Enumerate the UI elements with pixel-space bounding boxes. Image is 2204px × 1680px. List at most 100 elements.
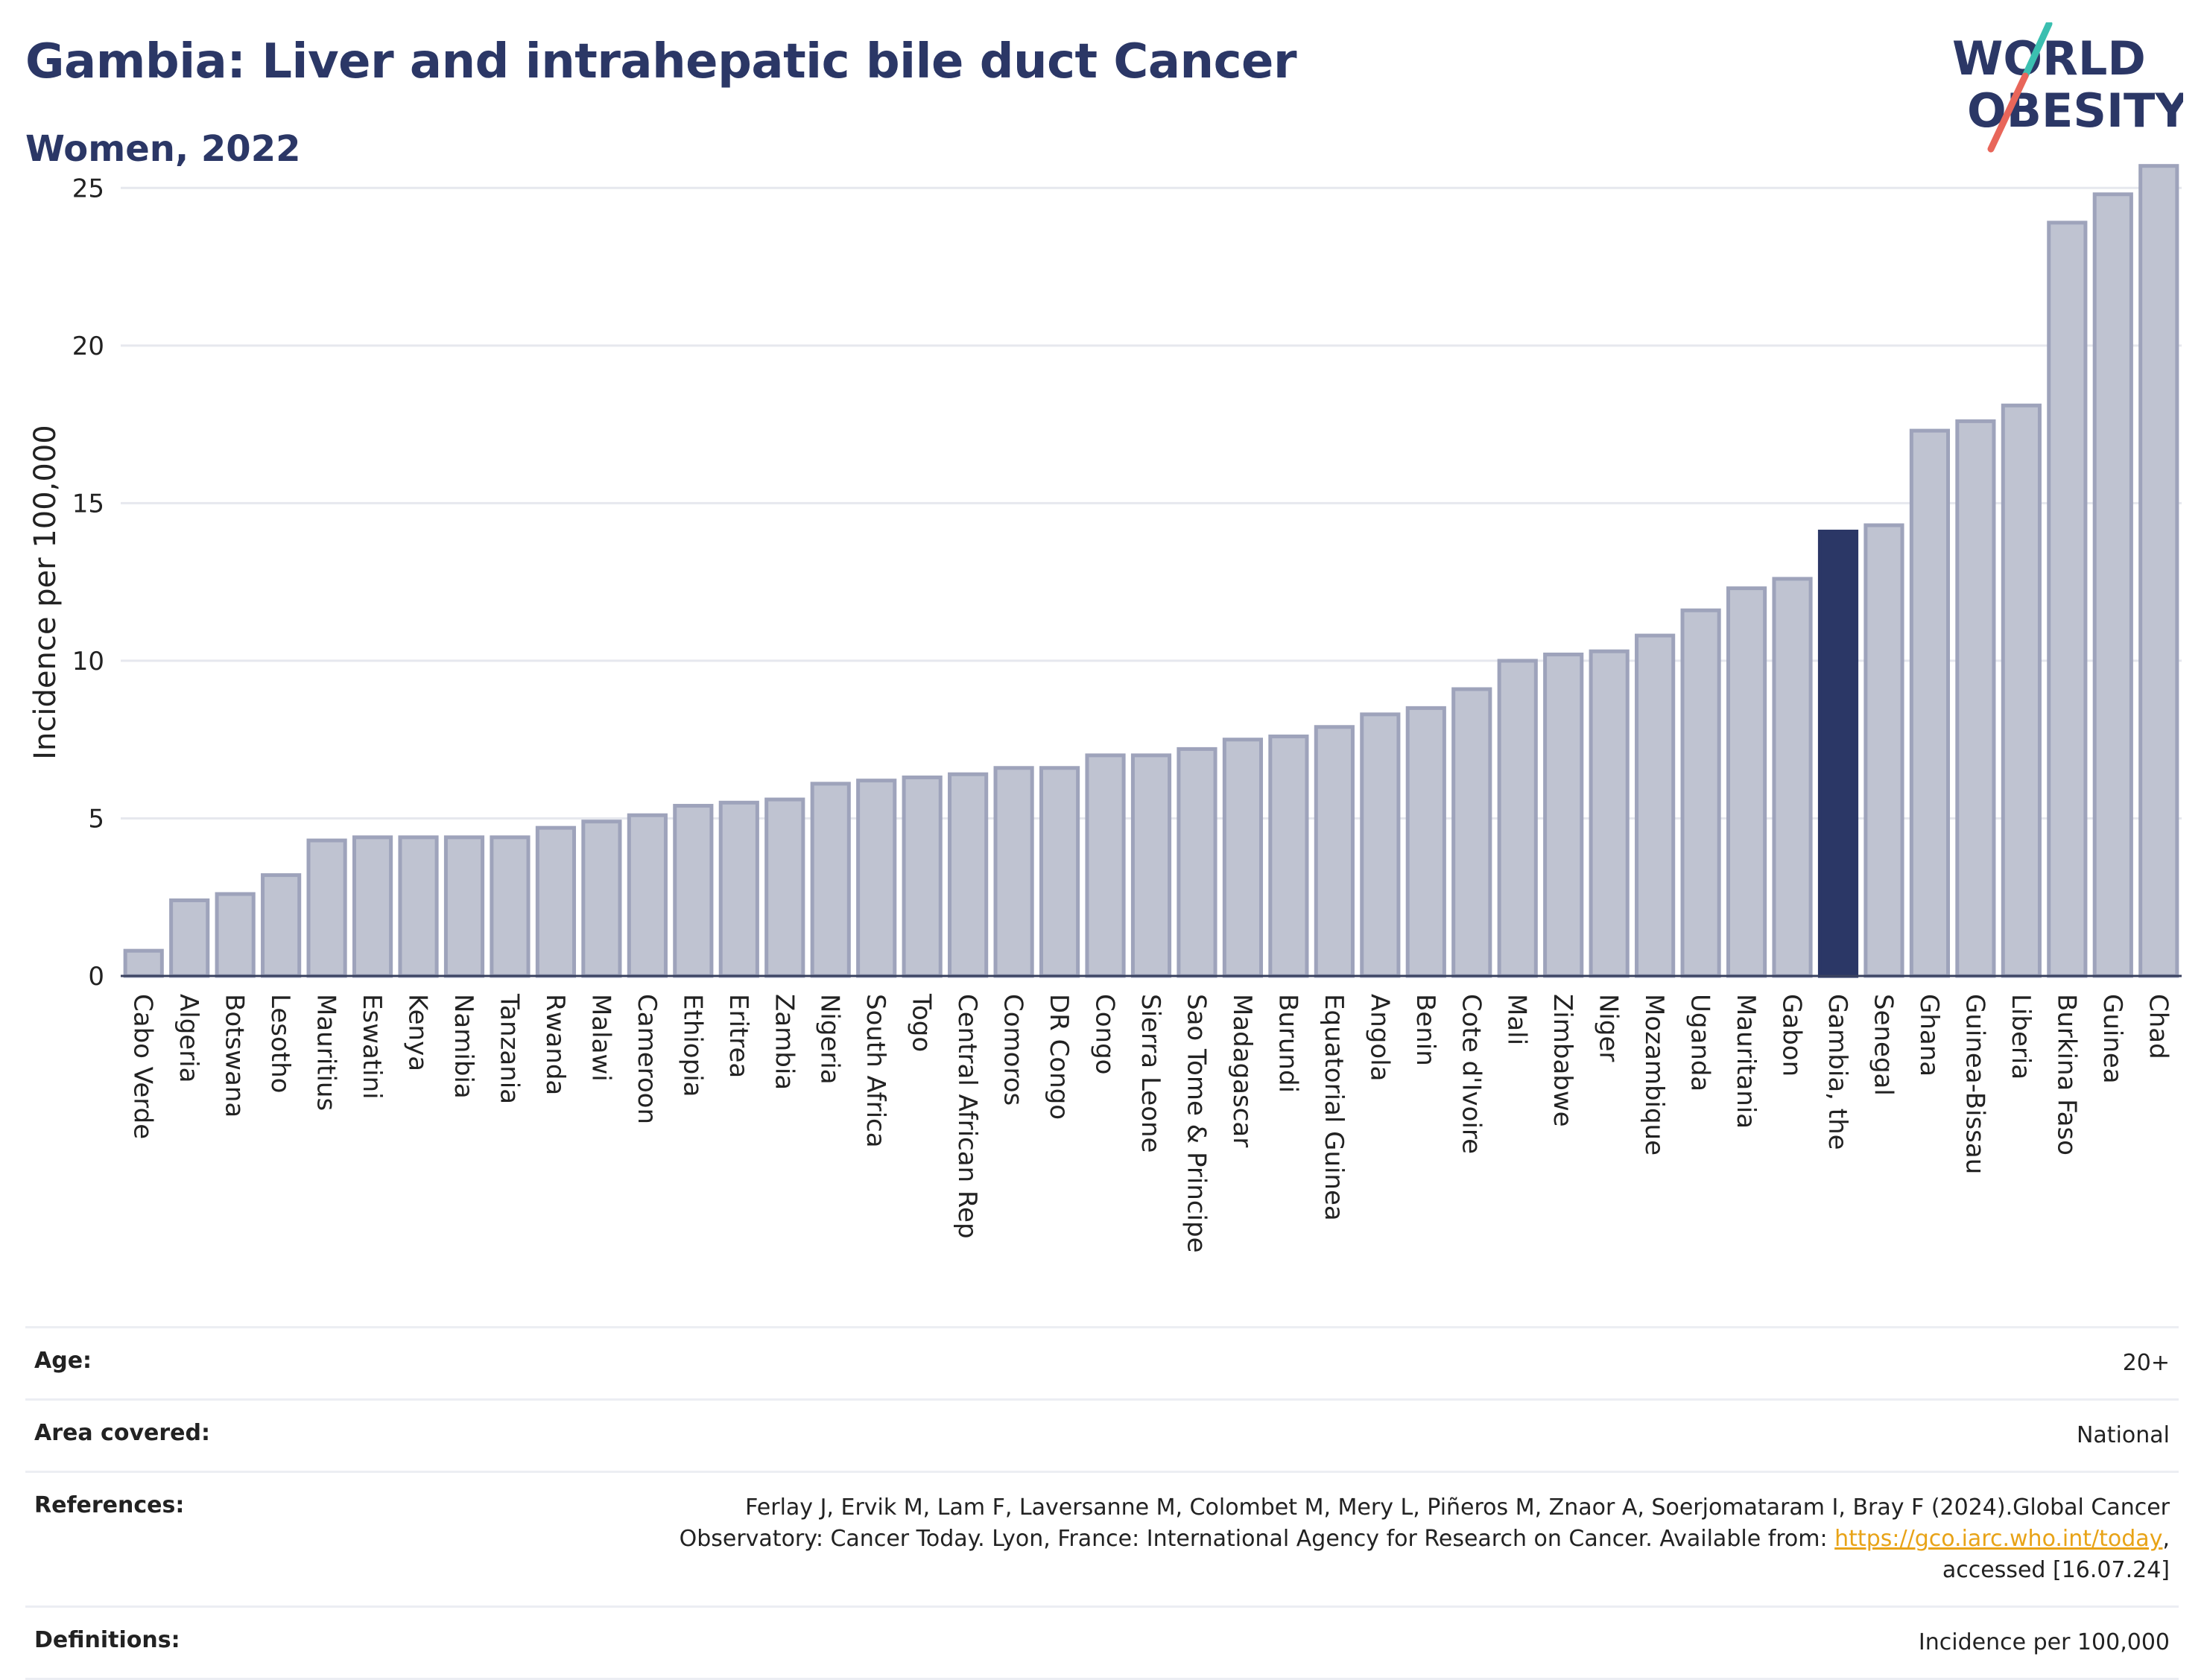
bar xyxy=(306,838,347,978)
bar xyxy=(581,820,622,978)
bar-chart: 0 5 10 15 20 25 Cabo Verde Algeria Botswana Leso… xyxy=(28,164,2182,1253)
meta-definitions-value: Incidence per 100,000 xyxy=(1918,1629,2170,1655)
bar xyxy=(1039,766,1080,978)
meta-references-value: Ferlay J, Ervik M, Lam F, Laversanne M, … xyxy=(605,1492,2170,1586)
bar xyxy=(1177,747,1217,978)
x-category-label: Kenya xyxy=(403,994,433,1071)
x-category-label: Congo xyxy=(1090,994,1120,1074)
x-category-label: Central African Rep xyxy=(952,994,982,1239)
y-tick-label: 25 xyxy=(72,174,104,203)
bar xyxy=(2138,164,2179,978)
bar xyxy=(993,766,1034,978)
bar xyxy=(1314,725,1355,978)
x-category-label: Sierra Leone xyxy=(1136,994,1165,1153)
meta-age-label: Age: xyxy=(34,1348,92,1374)
x-category-label: Senegal xyxy=(1868,994,1898,1096)
meta-row-definitions: Definitions: Incidence per 100,000 xyxy=(25,1605,2179,1680)
x-category-label: Sao Tome & Principe xyxy=(1181,994,1211,1253)
bar xyxy=(1360,712,1401,978)
x-category-label: Rwanda xyxy=(540,994,570,1095)
logo-slash-bottom xyxy=(1987,72,2029,153)
chart-subtitle: Women, 2022 xyxy=(25,128,301,170)
meta-row-area: Area covered: National xyxy=(25,1398,2179,1471)
bar xyxy=(902,775,943,978)
x-category-label: Ethiopia xyxy=(677,994,707,1097)
x-category-label: Liberia xyxy=(2006,994,2036,1080)
reference-accessed: , accessed [16.07.24] xyxy=(1942,1526,2170,1583)
bar xyxy=(490,835,531,978)
bar xyxy=(856,779,897,978)
logo-line1: WORLD xyxy=(1952,31,2146,86)
meta-area-label: Area covered: xyxy=(34,1420,210,1446)
bar xyxy=(169,898,210,978)
x-category-label: South Africa xyxy=(861,994,890,1148)
bar xyxy=(215,892,256,978)
x-category-label: Zimbabwe xyxy=(1548,994,1577,1127)
x-category-label: Eritrea xyxy=(723,994,753,1078)
x-category-label: Botswana xyxy=(220,994,250,1118)
x-category-label: Gabon xyxy=(1777,994,1807,1077)
bar xyxy=(627,813,668,978)
x-category-label: Ghana xyxy=(1914,994,1944,1077)
bar xyxy=(1909,428,1951,978)
bar xyxy=(718,800,759,978)
y-tick-label: 0 xyxy=(88,962,104,992)
bar xyxy=(1726,586,1767,978)
x-category-label: Comoros xyxy=(998,994,1028,1106)
meta-row-age: Age: 20+ xyxy=(25,1326,2179,1398)
bar xyxy=(1497,659,1538,978)
x-category-label: Benin xyxy=(1410,994,1440,1066)
x-category-label: Mauritius xyxy=(311,994,341,1111)
logo-slash-top xyxy=(2021,22,2053,80)
bar xyxy=(1543,652,1584,978)
bar-highlighted xyxy=(1817,529,1859,978)
x-category-label: Cabo Verde xyxy=(128,994,158,1139)
bar xyxy=(261,873,302,978)
x-category-label: Cameroon xyxy=(632,994,662,1124)
bar xyxy=(673,804,714,978)
bar xyxy=(1268,734,1309,978)
bar xyxy=(1955,419,1996,978)
meta-age-value: 20+ xyxy=(2122,1350,2170,1376)
bar xyxy=(443,835,485,978)
y-tick-label: 5 xyxy=(88,804,104,834)
x-category-label: Lesotho xyxy=(265,994,295,1093)
x-category-label: Angola xyxy=(1364,994,1394,1081)
bar xyxy=(1130,753,1172,978)
x-category-label: Equatorial Guinea xyxy=(1319,994,1349,1221)
x-category-label: Guinea-Bissau xyxy=(1960,994,1989,1174)
bar xyxy=(1451,687,1492,978)
x-category-label: Cote d'Ivoire xyxy=(1456,994,1486,1154)
x-category-label: Burkina Faso xyxy=(2051,994,2081,1156)
x-category-label: Uganda xyxy=(1685,994,1715,1091)
y-tick-label: 15 xyxy=(72,489,104,519)
bar xyxy=(2092,192,2133,978)
x-category-label: Mauritania xyxy=(1731,994,1761,1129)
x-category-label: Tanzania xyxy=(494,993,524,1104)
reference-text: Ferlay J, Ervik M, Lam F, Laversanne M, … xyxy=(679,1494,2170,1552)
y-tick-label: 10 xyxy=(72,647,104,676)
x-category-label: Namibia xyxy=(449,994,478,1099)
bar xyxy=(1405,706,1446,978)
reference-link[interactable]: https://gco.iarc.who.int/today xyxy=(1834,1526,2163,1552)
y-axis-label: Incidence per 100,000 xyxy=(28,425,63,760)
bar xyxy=(1680,608,1721,978)
x-category-label: Mozambique xyxy=(1639,994,1669,1156)
x-category-label: Algeria xyxy=(174,994,203,1083)
bar xyxy=(1085,753,1126,978)
y-tick-label: 20 xyxy=(72,332,104,361)
chart-title: Gambia: Liver and intrahepatic bile duct… xyxy=(25,34,1297,89)
x-category-label: Malawi xyxy=(586,994,615,1082)
x-category-label: Niger xyxy=(1594,994,1624,1062)
x-category-label: Madagascar xyxy=(1227,994,1257,1147)
x-category-label: Gambia, the xyxy=(1823,994,1852,1150)
metadata-table: Age: 20+ Area covered: National Referenc… xyxy=(25,1326,2179,1680)
x-category-label: Burundi xyxy=(1273,994,1302,1093)
meta-definitions-label: Definitions: xyxy=(34,1627,180,1653)
bar xyxy=(398,835,439,978)
bar xyxy=(948,772,989,978)
x-category-label: Mali xyxy=(1502,994,1532,1045)
bar xyxy=(764,797,805,978)
x-category-label: DR Congo xyxy=(1044,994,1074,1120)
x-category-label: Chad xyxy=(2143,994,2173,1059)
